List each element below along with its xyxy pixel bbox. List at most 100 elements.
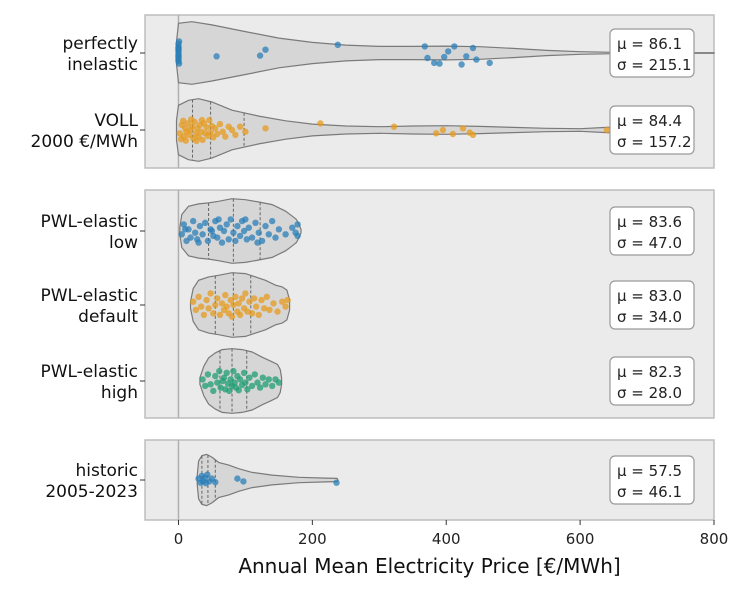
stats-std: σ = 215.1 <box>617 56 692 74</box>
data-point <box>250 295 258 302</box>
data-point <box>198 116 206 124</box>
data-point <box>265 376 272 383</box>
data-point <box>222 133 229 140</box>
data-point <box>215 216 222 223</box>
stats-mean: μ = 83.6 <box>617 213 682 231</box>
data-point <box>238 295 246 302</box>
data-point <box>223 221 230 228</box>
data-point <box>390 123 398 130</box>
data-point <box>178 231 185 238</box>
data-point <box>216 367 223 375</box>
data-point <box>219 128 226 135</box>
data-point <box>248 382 256 390</box>
data-point <box>255 229 262 236</box>
data-point <box>252 219 259 226</box>
series-historic-2005-2023: historic 2005-2023 μ = 57.5 σ = 46.1 <box>45 453 695 507</box>
violin-body <box>179 198 302 264</box>
data-point <box>232 237 239 245</box>
stats-std: σ = 34.0 <box>617 308 682 326</box>
data-point <box>214 295 221 302</box>
data-point <box>207 129 214 136</box>
data-point <box>214 130 221 138</box>
data-point <box>214 234 221 241</box>
data-point <box>240 369 248 376</box>
data-point <box>256 52 264 59</box>
data-point <box>251 371 258 378</box>
data-point <box>242 379 249 386</box>
data-point <box>175 38 183 45</box>
data-point <box>223 303 230 310</box>
data-point <box>254 379 261 386</box>
data-point <box>204 471 211 478</box>
data-point <box>246 374 253 381</box>
data-point <box>231 379 238 386</box>
data-point <box>206 116 213 124</box>
data-point <box>216 120 224 128</box>
data-point <box>458 61 465 68</box>
category-label: historic 2005-2023 <box>45 461 138 502</box>
stats-mean: μ = 86.1 <box>617 35 682 53</box>
data-point <box>294 232 301 240</box>
stats-std: σ = 157.2 <box>617 133 692 151</box>
data-point <box>269 217 276 225</box>
data-point <box>334 41 341 48</box>
data-point <box>275 226 283 233</box>
data-point <box>203 124 210 131</box>
data-point <box>469 131 477 139</box>
series-pwl-elastic-low: PWL-elastic low μ = 83.6 σ = 47.0 <box>40 198 695 264</box>
data-point <box>182 137 189 144</box>
series-pwl-elastic-high: PWL-elastic high μ = 82.3 σ = 28.0 <box>40 348 695 414</box>
data-point <box>210 310 217 317</box>
data-point <box>182 226 189 233</box>
data-point <box>262 125 269 132</box>
data-point <box>180 117 187 125</box>
series-pwl-elastic-default: PWL-elastic default μ = 83.0 σ = 34.0 <box>40 272 695 338</box>
data-point <box>244 386 251 393</box>
data-point <box>190 298 197 305</box>
x-axis-label: Annual Mean Electricity Price [€/MWh] <box>238 554 620 578</box>
data-point <box>222 291 229 299</box>
data-point <box>282 303 289 310</box>
data-point <box>212 372 219 380</box>
data-point <box>230 367 237 375</box>
data-point <box>207 290 214 297</box>
category-label-line: 2005-2023 <box>45 482 138 502</box>
stats-std: σ = 28.0 <box>617 384 682 402</box>
x-tick-label: 600 <box>566 530 595 548</box>
data-point <box>265 231 272 238</box>
data-point <box>192 306 200 314</box>
data-point <box>270 300 277 307</box>
series-perfectly-inelastic: perfectly inelastic μ = 86.1 σ = 215.1 <box>63 21 715 85</box>
data-point <box>246 298 253 305</box>
x-tick-label: 800 <box>700 530 729 548</box>
stats-std: σ = 46.1 <box>617 483 682 501</box>
data-point <box>232 293 239 300</box>
data-point <box>216 311 224 319</box>
data-point <box>459 125 467 132</box>
data-point <box>218 300 226 307</box>
data-point <box>223 369 230 376</box>
category-label: PWL-elastic default <box>40 286 138 327</box>
series-voll-2000-mwh: VOLL 2000 €/MWh μ = 84.4 σ = 157.2 <box>31 98 695 162</box>
data-point <box>243 236 250 243</box>
data-point <box>190 217 197 225</box>
category-label-line: default <box>78 307 138 327</box>
category-label-line: PWL-elastic <box>40 362 138 382</box>
data-point <box>203 296 210 304</box>
data-point <box>242 290 249 297</box>
stats-std: σ = 47.0 <box>617 234 682 252</box>
data-point <box>195 239 202 246</box>
category-label-line: inelastic <box>67 55 138 75</box>
data-point <box>433 130 440 137</box>
data-point <box>207 381 214 388</box>
data-point <box>279 298 286 305</box>
data-point <box>220 374 228 381</box>
data-point <box>234 475 241 482</box>
data-point <box>220 227 228 235</box>
stats-mean: μ = 82.3 <box>617 363 682 381</box>
data-point <box>227 216 234 223</box>
data-point <box>235 387 242 394</box>
data-point <box>262 222 269 230</box>
stats-box <box>609 28 695 78</box>
stats-mean: μ = 57.5 <box>617 462 682 480</box>
